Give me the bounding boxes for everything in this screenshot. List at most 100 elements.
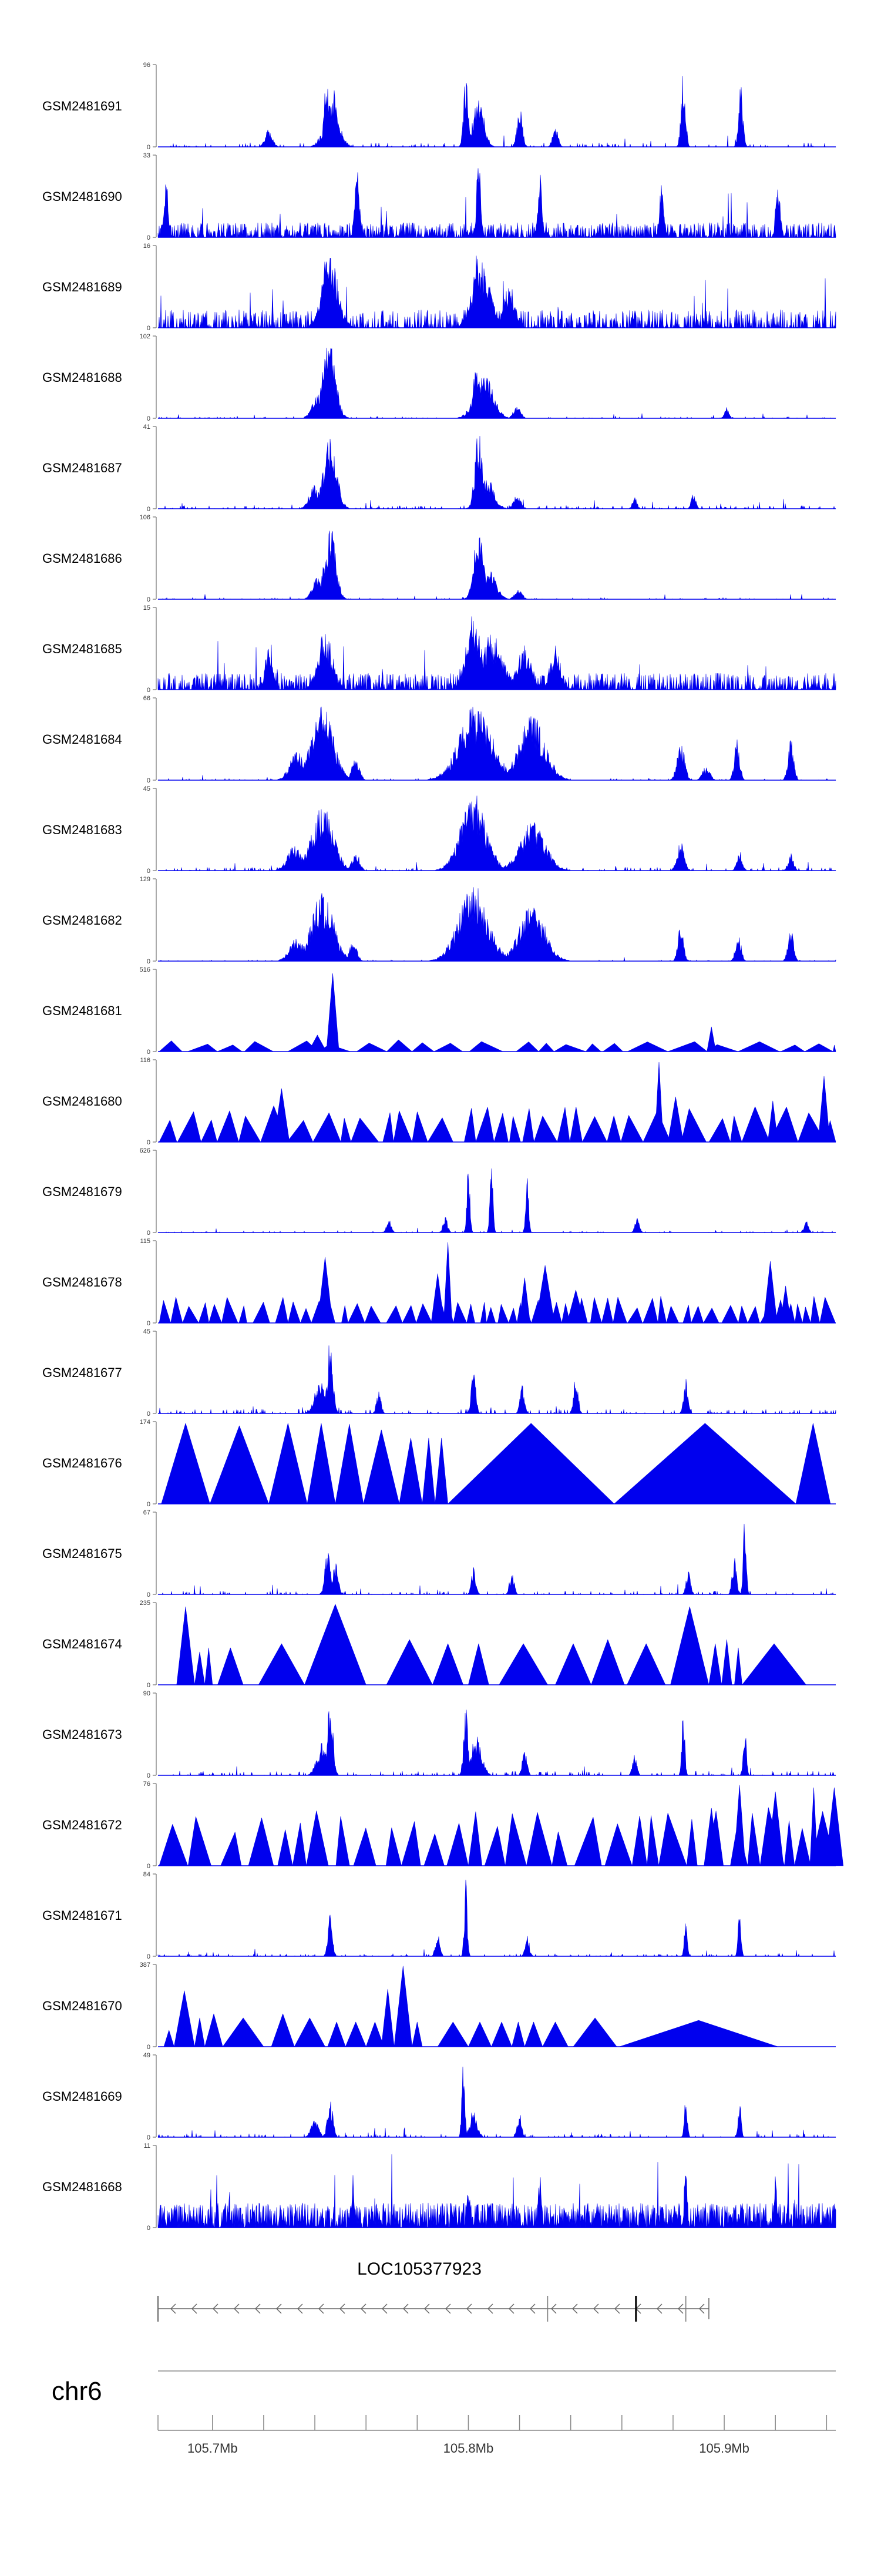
track-label: GSM2481673 [42, 1727, 122, 1742]
track-GSM2481669: GSM2481669 49 0 [42, 2052, 836, 2141]
y-max-label: 129 [140, 876, 150, 883]
track-label: GSM2481676 [42, 1456, 122, 1470]
track-label: GSM2481674 [42, 1637, 122, 1651]
y-min-label: 0 [147, 596, 150, 603]
gene-label: LOC105377923 [357, 2259, 482, 2279]
coverage-area [157, 347, 836, 419]
track-label: GSM2481683 [42, 822, 122, 837]
y-max-label: 16 [143, 243, 150, 250]
strand-arrow [423, 2303, 430, 2314]
strand-arrow [339, 2303, 345, 2314]
track-GSM2481679: GSM2481679 626 0 [42, 1147, 836, 1237]
y-max-label: 115 [140, 1238, 150, 1245]
track-label: GSM2481679 [42, 1184, 122, 1199]
y-max-label: 84 [143, 1871, 150, 1878]
strand-arrow [529, 2303, 536, 2314]
y-min-label: 0 [147, 325, 150, 332]
track-GSM2481675: GSM2481675 67 0 [42, 1509, 836, 1598]
coverage-area [157, 1345, 836, 1414]
strand-arrow [381, 2303, 388, 2314]
track-label: GSM2481669 [42, 2089, 122, 2104]
track-GSM2481686: GSM2481686 106 0 [42, 514, 836, 603]
y-min-label: 0 [147, 1682, 150, 1689]
strand-arrow [191, 2303, 197, 2314]
strand-arrow [656, 2303, 663, 2314]
track-GSM2481677: GSM2481677 45 0 [42, 1328, 836, 1418]
track-GSM2481691: GSM2481691 96 0 [42, 62, 836, 151]
y-min-label: 0 [147, 2044, 150, 2051]
strand-arrow [254, 2303, 261, 2314]
strand-arrow [318, 2303, 324, 2314]
strand-arrow [275, 2303, 282, 2314]
y-min-label: 0 [147, 687, 150, 694]
y-max-label: 516 [140, 966, 150, 973]
coverage-area [157, 168, 836, 238]
y-min-label: 0 [147, 868, 150, 875]
track-GSM2481673: GSM2481673 90 0 [42, 1690, 836, 1779]
strand-arrow [212, 2303, 218, 2314]
track-GSM2481681: GSM2481681 516 0 [42, 966, 836, 1056]
coverage-area [157, 1523, 836, 1595]
y-max-label: 96 [143, 62, 150, 69]
track-label: GSM2481685 [42, 642, 122, 656]
y-max-label: 45 [143, 1328, 150, 1335]
track-label: GSM2481680 [42, 1094, 122, 1109]
strand-arrow [170, 2303, 176, 2314]
track-label: GSM2481681 [42, 1003, 122, 1018]
coverage-area [163, 1966, 778, 2047]
track-GSM2481671: GSM2481671 84 0 [42, 1871, 836, 1960]
coverage-area [157, 2067, 836, 2138]
track-label: GSM2481689 [42, 280, 122, 294]
coverage-area [157, 76, 836, 147]
strand-arrow [487, 2303, 493, 2314]
coverage-area [157, 530, 836, 600]
track-GSM2481676: GSM2481676 174 0 [42, 1419, 836, 1508]
axis-tick-label: 105.7Mb [187, 2441, 238, 2456]
coverage-area [159, 1242, 836, 1324]
y-max-label: 116 [140, 1057, 150, 1064]
track-label: GSM2481670 [42, 1999, 122, 2013]
coverage-area [157, 795, 836, 871]
strand-arrow [698, 2303, 705, 2314]
y-min-label: 0 [147, 777, 150, 784]
track-GSM2481689: GSM2481689 16 0 [42, 243, 836, 332]
coverage-area [161, 1423, 831, 1504]
strand-arrow [571, 2303, 578, 2314]
y-min-label: 0 [147, 1953, 150, 1960]
track-GSM2481674: GSM2481674 235 0 [42, 1600, 836, 1689]
strand-arrow [466, 2303, 472, 2314]
y-min-label: 0 [147, 1049, 150, 1056]
strand-arrow [614, 2303, 620, 2314]
coverage-area [157, 1710, 836, 1776]
track-label: GSM2481684 [42, 732, 122, 747]
track-label: GSM2481688 [42, 370, 122, 385]
track-label: GSM2481675 [42, 1546, 122, 1561]
track-GSM2481670: GSM2481670 387 0 [42, 1962, 836, 2051]
y-min-label: 0 [147, 144, 150, 151]
track-GSM2481684: GSM2481684 66 0 [42, 695, 836, 784]
coverage-area [159, 1062, 836, 1143]
track-label: GSM2481691 [42, 99, 122, 113]
strand-arrow [360, 2303, 366, 2314]
y-min-label: 0 [147, 234, 150, 241]
y-max-label: 67 [143, 1509, 150, 1516]
track-label: GSM2481682 [42, 913, 122, 928]
track-GSM2481682: GSM2481682 129 0 [42, 876, 836, 965]
y-min-label: 0 [147, 1230, 150, 1237]
y-max-label: 106 [140, 514, 150, 521]
axis-ticks: 105.7Mb 105.8Mb 105.9Mb [157, 2415, 828, 2456]
y-max-label: 45 [143, 785, 150, 792]
y-max-label: 626 [140, 1147, 150, 1154]
strand-arrow [508, 2303, 515, 2314]
y-max-label: 76 [143, 1781, 150, 1788]
track-GSM2481687: GSM2481687 41 0 [42, 424, 836, 513]
coverage-area [157, 2154, 836, 2228]
axis-tick-label: 105.8Mb [443, 2441, 494, 2456]
track-label: GSM2481690 [42, 189, 122, 204]
y-min-label: 0 [147, 2134, 150, 2141]
y-max-label: 102 [140, 333, 150, 340]
coverage-area [157, 706, 836, 781]
coverage-area [157, 1168, 836, 1233]
strand-arrow [445, 2303, 451, 2314]
